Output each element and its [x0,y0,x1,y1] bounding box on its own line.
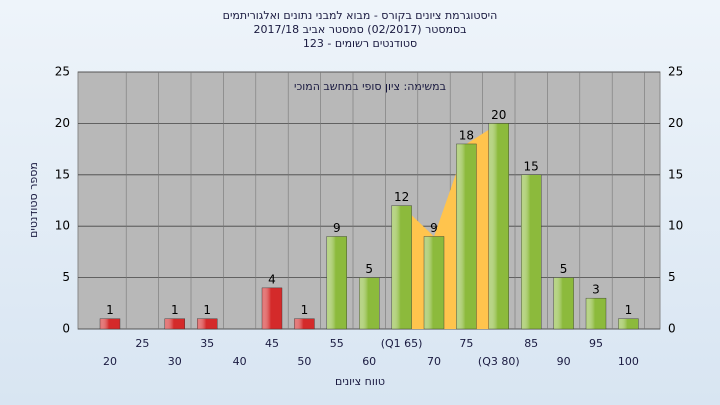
x-tick-label: 55 [330,337,344,350]
y2-tick-label: 15 [668,167,683,181]
data-label: 3 [592,283,600,297]
y-tick-label: 25 [55,65,70,79]
data-label: 18 [459,128,474,142]
data-label: 9 [430,221,438,235]
x-tick-label: 95 [589,337,603,350]
data-label: 1 [171,303,179,317]
y2-tick-label: 5 [668,270,676,284]
bar [261,287,283,330]
subtitle: במשימה: ציון סופי במחשב המוכי [294,80,446,93]
chart-title: היסטוגרמת ציונים בקורס - מבוא למבני נתונ… [223,9,498,22]
bar [196,318,218,330]
y-tick-label: 20 [55,116,70,130]
x-tick-label: 50 [297,355,311,368]
x-tick-label: 45 [265,337,279,350]
x-tick-label: 75 [459,337,473,350]
y-tick-label: 10 [55,219,70,233]
data-label: 9 [333,221,341,235]
x-tick-label: 85 [524,337,538,350]
data-label: 20 [491,108,506,122]
x-tick-label: 25 [135,337,149,350]
x-tick-label: 40 [233,355,247,368]
y-tick-label: 0 [62,322,70,336]
bar [294,318,315,330]
bar [359,277,380,330]
data-label: 1 [625,303,633,317]
y-axis-label: מספר סטודנטים [27,162,40,238]
x-tick-label: 100 [618,355,639,368]
x-tick-label: 90 [557,355,571,368]
data-label: 5 [560,262,568,276]
bar [585,297,607,330]
bar [456,143,477,330]
y2-tick-label: 20 [668,116,683,130]
x-tick-label: 20 [103,355,117,368]
data-label: 4 [268,272,276,286]
x-axis-label: טווח ציונים [335,375,385,388]
y2-tick-label: 25 [668,65,683,79]
x-tick-label: 60 [362,355,376,368]
y2-tick-label: 0 [668,322,676,336]
y-tick-label: 5 [62,270,70,284]
chart-title: בסמסטר (02/2017) סמסטר אביב 2017/18 [253,23,466,36]
data-label: 5 [365,262,373,276]
y-tick-label: 15 [55,167,70,181]
bar [618,318,639,330]
bar [391,205,412,330]
bar [423,236,445,330]
bar [326,236,347,330]
x-tick-label: (Q3 80) [478,355,520,368]
x-tick-label: (Q1 65) [381,337,423,350]
x-tick-label: 30 [168,355,182,368]
data-label: 1 [203,303,211,317]
bar [553,277,574,330]
data-label: 1 [301,303,309,317]
y2-tick-label: 10 [668,219,683,233]
chart-title: סטודנטים רשומים - 123 [303,37,417,50]
bar [99,318,121,330]
data-label: 15 [524,159,539,173]
data-label: 1 [106,303,114,317]
bar [164,318,186,330]
data-label: 12 [394,190,409,204]
bar [521,174,542,330]
x-tick-label: 70 [427,355,441,368]
x-tick-label: 35 [200,337,214,350]
bar [488,123,509,330]
